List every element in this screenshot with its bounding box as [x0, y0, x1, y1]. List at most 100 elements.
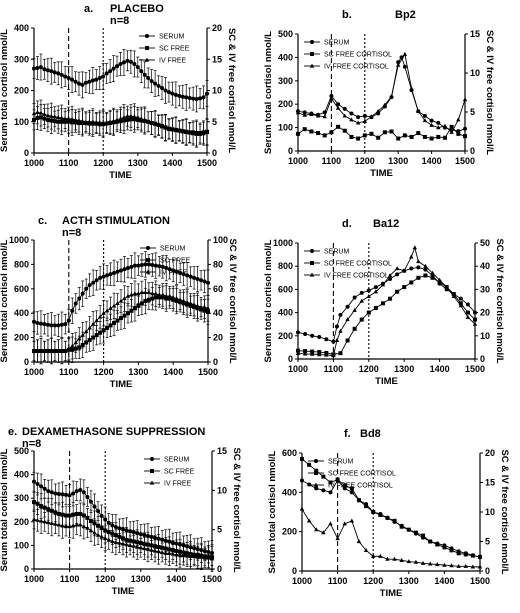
data-point [115, 301, 120, 306]
panel-letter: b. [342, 9, 352, 21]
data-point [39, 504, 44, 509]
series-line [297, 246, 476, 356]
data-point [46, 520, 51, 525]
data-point [160, 86, 165, 90]
data-point [336, 102, 341, 107]
data-point [90, 321, 96, 326]
data-point [74, 511, 79, 516]
data-point [188, 274, 193, 279]
data-point [45, 68, 50, 73]
y-tick-label: 100 [278, 123, 293, 133]
data-point [362, 118, 367, 123]
data-point [150, 263, 155, 268]
x-tick-label: 1300 [131, 574, 151, 584]
y2-tick-label: 10 [217, 485, 227, 495]
data-point [87, 283, 92, 288]
y2-tick-label: 5 [217, 525, 222, 535]
data-point [195, 277, 200, 282]
data-point [108, 305, 113, 310]
data-point [345, 338, 350, 343]
data-point [173, 92, 178, 97]
data-point [94, 318, 99, 323]
series-line [297, 53, 466, 134]
data-point [91, 335, 96, 340]
series-triangle [299, 506, 483, 569]
y-tick-label: 400 [278, 308, 293, 318]
data-point [153, 291, 158, 296]
y2-tick-label: 0 [470, 146, 475, 156]
x-tick-label: 1400 [162, 158, 182, 168]
data-point [437, 280, 442, 285]
data-point [35, 517, 40, 522]
data-point [349, 518, 355, 523]
data-point [49, 348, 54, 353]
legend-entry: SC FREE [160, 258, 191, 265]
y2-tick-label: 100 [213, 235, 228, 245]
data-point [373, 289, 379, 294]
data-point [329, 94, 334, 99]
data-point [449, 129, 454, 134]
data-point [125, 311, 130, 316]
data-point [164, 293, 169, 298]
legend-marker [313, 482, 319, 487]
x-tick-label: 1100 [60, 574, 80, 584]
data-point [201, 131, 206, 136]
data-point [136, 291, 141, 296]
data-point [119, 316, 123, 321]
data-point [375, 108, 381, 113]
data-point [32, 479, 36, 484]
data-point [38, 65, 43, 70]
series-triangle [31, 508, 215, 572]
data-point [121, 60, 126, 65]
data-point [45, 322, 50, 327]
data-point [90, 78, 95, 83]
y-tick-label: 400 [14, 308, 29, 318]
data-point [180, 129, 185, 134]
legend-entry: IV FREE CORTISOL [324, 273, 389, 280]
data-point [190, 131, 196, 136]
data-point [163, 550, 168, 555]
data-point [352, 307, 357, 312]
x-axis-label: TIME [110, 379, 133, 390]
panel-title: Bd8 [360, 428, 381, 440]
data-point [295, 110, 301, 115]
data-point [349, 134, 354, 139]
data-point [349, 486, 354, 491]
panel-letter: a. [84, 3, 93, 15]
data-point [328, 480, 333, 485]
y2-tick-label: 15 [485, 478, 495, 488]
data-point [382, 102, 388, 107]
x-tick-label: 1500 [202, 574, 222, 584]
data-point [106, 537, 111, 542]
data-point [110, 539, 115, 544]
data-point [153, 263, 158, 268]
data-point [197, 131, 203, 136]
x-tick-label: 1300 [394, 364, 414, 374]
data-point [328, 490, 333, 495]
data-point [416, 259, 421, 264]
legend-entry: SERUM [159, 34, 184, 41]
data-point [56, 323, 61, 328]
data-point [300, 478, 304, 483]
data-point [59, 115, 64, 120]
data-point [52, 323, 57, 328]
y2-tick-label: 5 [485, 537, 490, 547]
data-point [80, 291, 85, 296]
data-point [167, 550, 172, 555]
data-point [108, 323, 113, 328]
data-point [76, 118, 82, 123]
y-tick-label: 200 [14, 333, 29, 343]
data-point [127, 543, 133, 547]
y2-tick-label: 20 [213, 333, 223, 343]
data-point [462, 97, 468, 102]
data-point [146, 76, 151, 80]
data-point [59, 72, 64, 77]
data-point [173, 128, 179, 133]
data-point [422, 113, 427, 118]
data-point [371, 510, 376, 514]
data-point [120, 541, 126, 546]
data-point [136, 303, 141, 308]
data-point [136, 263, 141, 268]
